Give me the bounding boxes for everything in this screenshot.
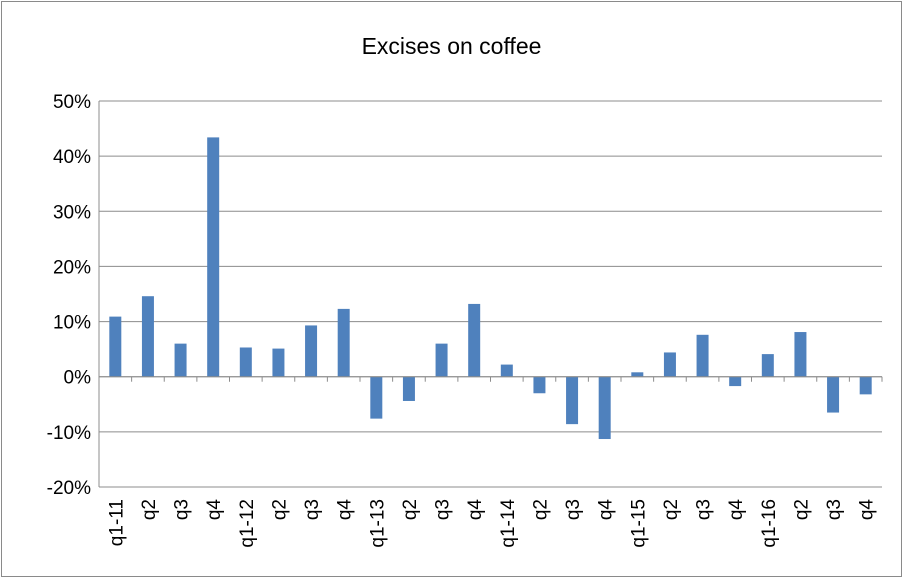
y-tick-label: -20% bbox=[47, 478, 91, 499]
x-tick-label: q2 bbox=[791, 499, 812, 520]
x-tick-label: q4 bbox=[857, 499, 878, 521]
bar bbox=[533, 376, 546, 394]
bar bbox=[761, 354, 774, 377]
bar bbox=[109, 316, 122, 377]
x-tick-label: q4 bbox=[465, 499, 486, 521]
bar bbox=[435, 343, 448, 377]
x-tick-label: q2 bbox=[400, 499, 421, 520]
y-tick-label: -10% bbox=[47, 423, 91, 444]
bar bbox=[859, 376, 872, 395]
y-tick-label: 50% bbox=[53, 92, 91, 113]
x-tick-label: q3 bbox=[433, 499, 454, 520]
bar bbox=[827, 376, 840, 413]
x-tick-label: q4 bbox=[726, 499, 747, 521]
x-tick-label: q1-11 bbox=[106, 499, 127, 546]
x-tick-label: q2 bbox=[530, 499, 551, 520]
x-tick-label: q1-16 bbox=[759, 499, 780, 548]
bar bbox=[337, 308, 350, 377]
x-tick-label: q2 bbox=[139, 499, 160, 520]
x-tick-label: q2 bbox=[269, 499, 290, 520]
bar bbox=[402, 376, 415, 401]
y-tick-label: 20% bbox=[53, 257, 91, 278]
chart-title: Excises on coffee bbox=[361, 33, 542, 59]
bar bbox=[141, 296, 154, 377]
bar bbox=[272, 348, 285, 377]
y-tick-label: 0% bbox=[64, 368, 92, 389]
bar bbox=[794, 332, 807, 377]
y-tick-label: 10% bbox=[53, 313, 91, 334]
x-tick-label: q3 bbox=[302, 499, 323, 520]
y-tick-label: 30% bbox=[53, 202, 91, 223]
x-tick-label: q3 bbox=[694, 499, 715, 520]
bar bbox=[207, 137, 220, 377]
bar bbox=[305, 325, 318, 377]
bar bbox=[500, 364, 513, 377]
bar bbox=[566, 376, 579, 425]
bar bbox=[696, 334, 709, 377]
bar bbox=[729, 376, 742, 387]
x-tick-label: q3 bbox=[824, 499, 845, 520]
x-tick-label: q1-15 bbox=[628, 499, 649, 548]
y-tick-label: 40% bbox=[53, 147, 91, 168]
bar bbox=[663, 352, 676, 377]
bar bbox=[239, 347, 252, 377]
x-tick-label: q4 bbox=[596, 499, 617, 521]
bar bbox=[468, 303, 481, 377]
x-tick-label: q4 bbox=[204, 499, 225, 521]
x-tick-label: q4 bbox=[335, 499, 356, 521]
x-tick-label: q1-13 bbox=[367, 499, 388, 548]
x-tick-label: q1-12 bbox=[237, 499, 258, 548]
x-tick-label: q2 bbox=[661, 499, 682, 520]
bar bbox=[631, 372, 644, 377]
bar bbox=[598, 376, 611, 440]
x-tick-label: q1-14 bbox=[498, 499, 519, 548]
bar bbox=[370, 376, 383, 419]
bar bbox=[174, 343, 187, 377]
x-tick-label: q3 bbox=[563, 499, 584, 520]
x-tick-label: q3 bbox=[172, 499, 193, 520]
